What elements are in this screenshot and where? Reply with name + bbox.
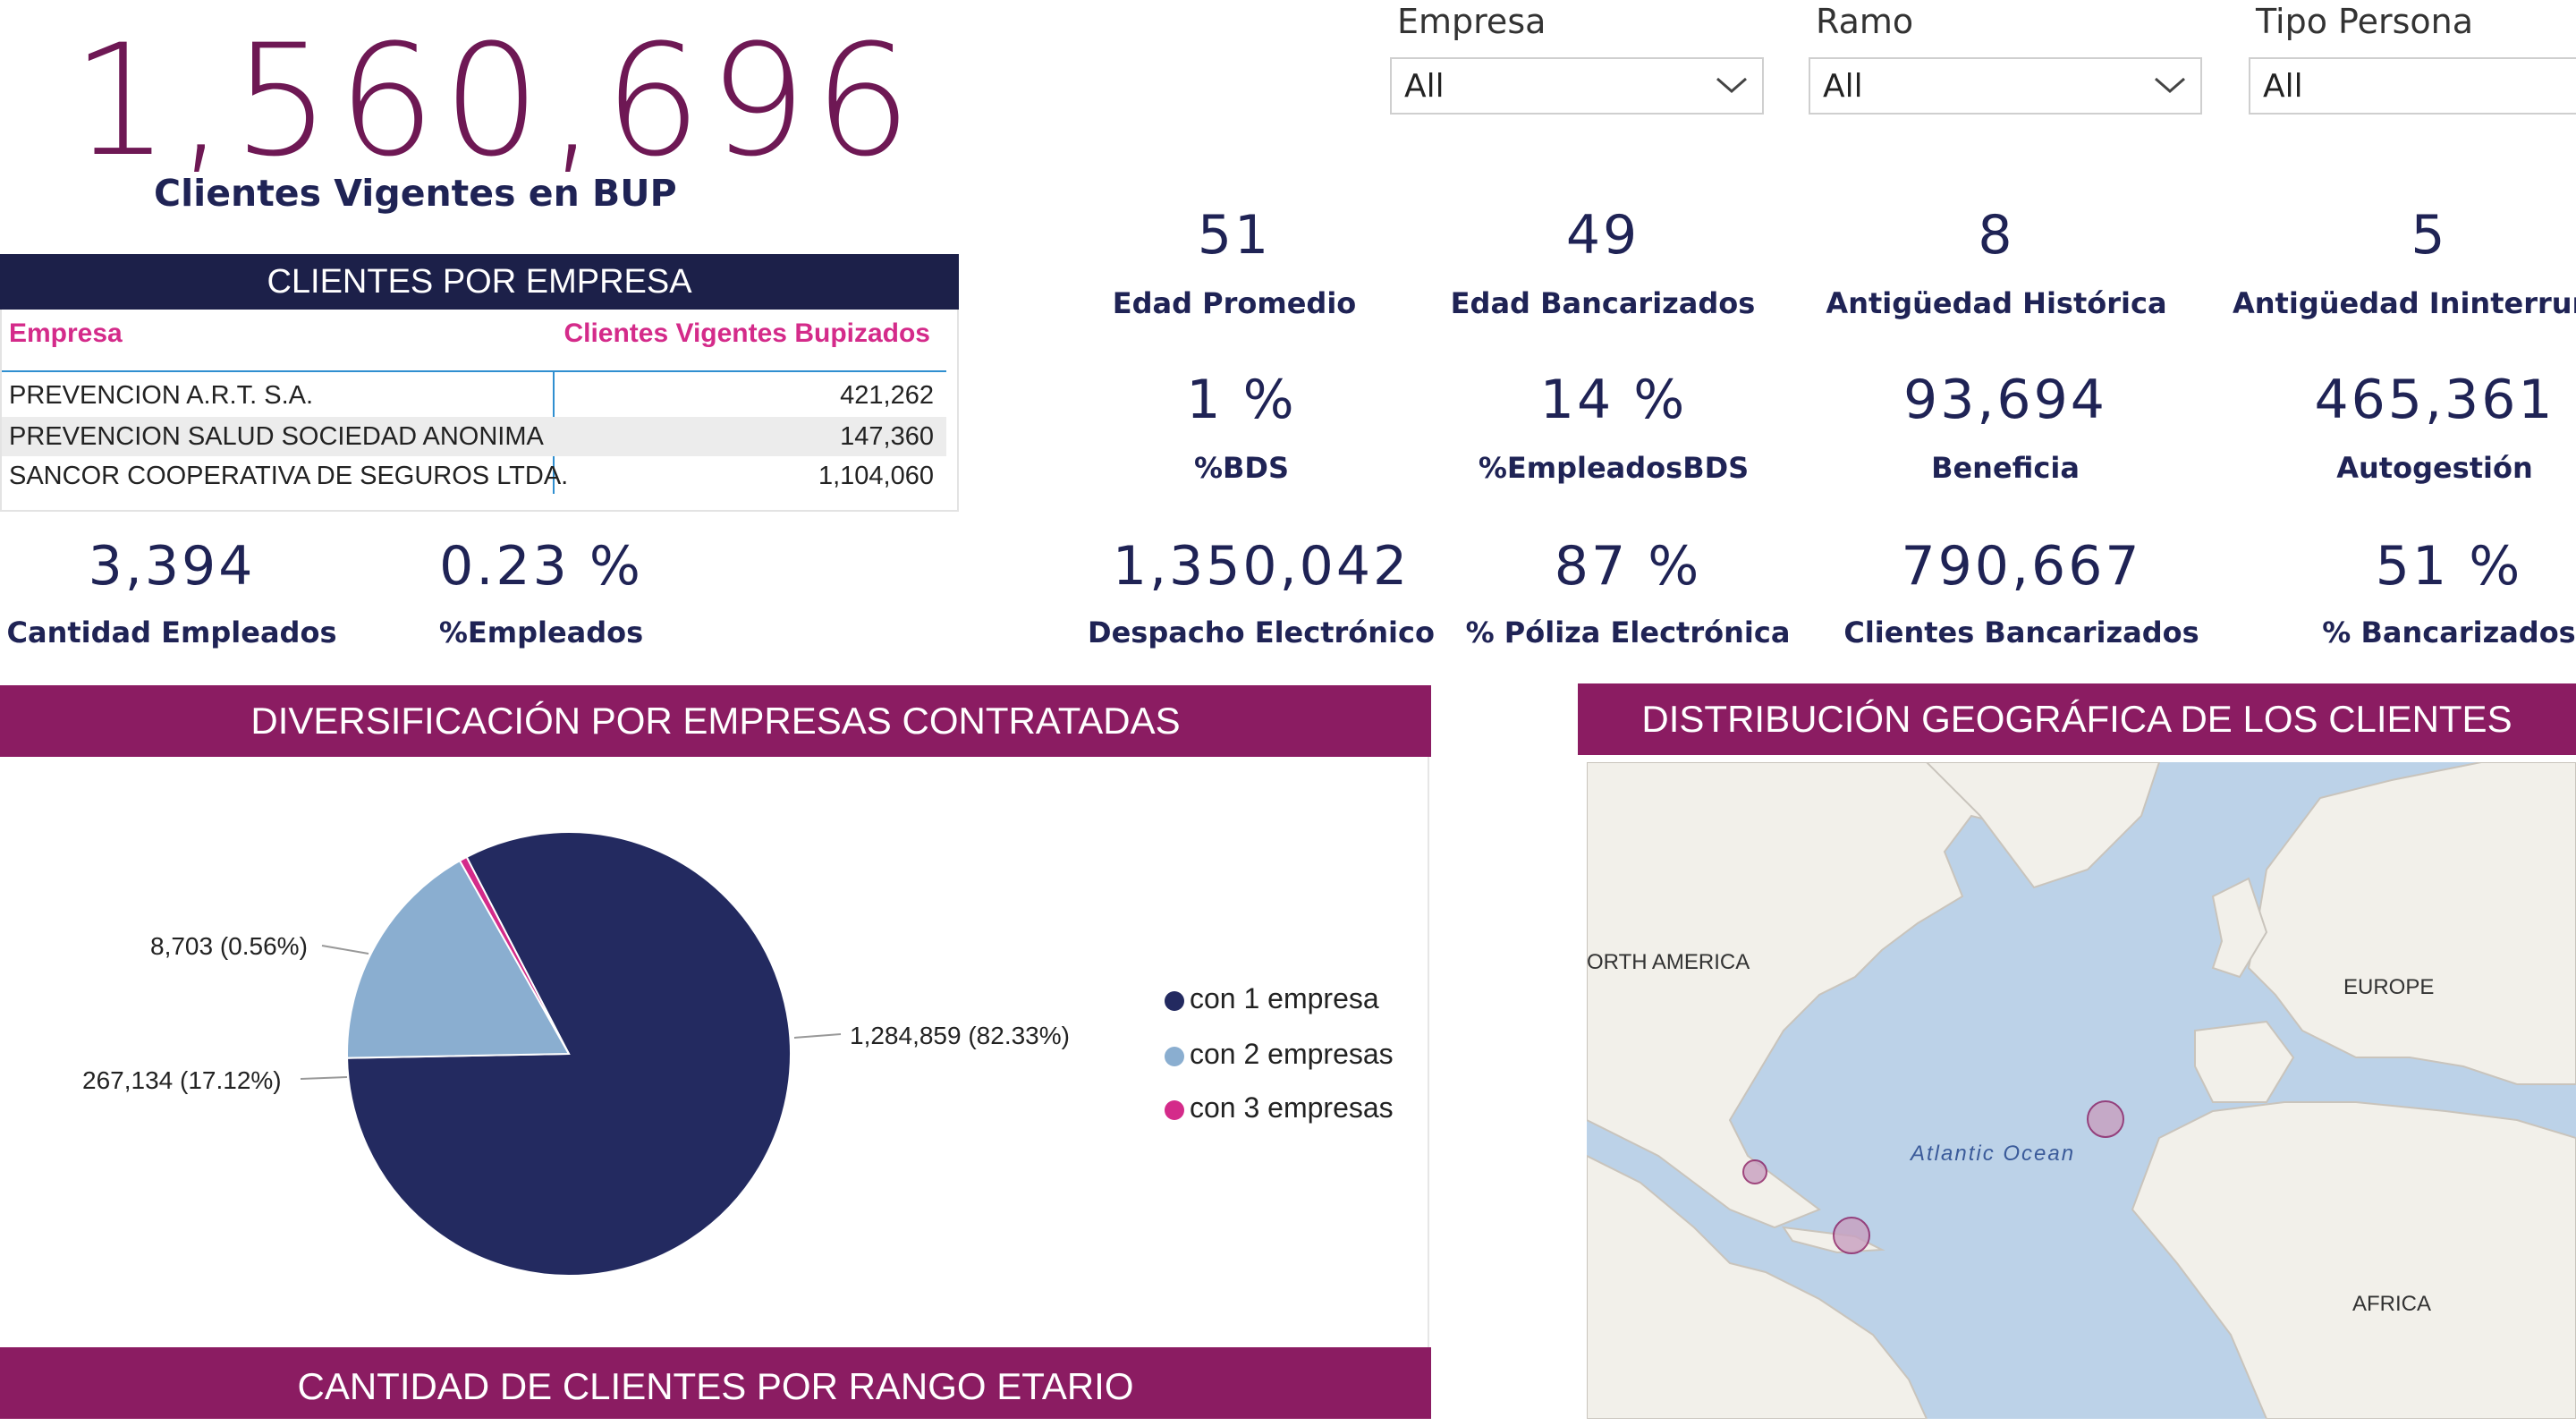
kpi-value: 51 — [1197, 204, 1272, 267]
filter-empresa-dropdown[interactable]: All — [1390, 57, 1764, 115]
filter-tipo-persona-dropdown[interactable]: All — [2249, 57, 2576, 115]
map-label-atlantic: Atlantic Ocean — [1911, 1142, 2076, 1166]
pie-leader-line — [300, 1076, 348, 1080]
chevron-down-icon — [1716, 77, 1747, 93]
row-clients: 147,360 — [840, 422, 934, 451]
filter-empresa-label: Empresa — [1397, 2, 1546, 41]
filter-tipo-persona-label: Tipo Persona — [2256, 2, 2474, 41]
legend-label: con 2 empresas — [1190, 1038, 1394, 1070]
filter-ramo-dropdown[interactable]: All — [1809, 57, 2202, 115]
clients-table-title: CLIENTES POR EMPRESA — [0, 254, 959, 310]
kpi-value: 8 — [1978, 204, 2015, 267]
row-company: SANCOR COOPERATIVA DE SEGUROS LTDA. — [9, 462, 569, 490]
kpi-label: %EmpleadosBDS — [1478, 451, 1750, 485]
pie-chart — [300, 831, 842, 1277]
kpi-label: Antigüedad Ininterrump — [2233, 286, 2576, 320]
kpi-label: % Bancarizados — [2322, 615, 2576, 649]
legend-item[interactable]: con 3 empresas — [1165, 1091, 1394, 1125]
kpi-label: Edad Promedio — [1112, 286, 1357, 320]
kpi-value: 3,394 — [88, 535, 256, 598]
legend-dot — [1165, 1099, 1184, 1120]
filter-ramo-label: Ramo — [1816, 2, 1914, 41]
kpi-value: 790,667 — [1901, 535, 2142, 598]
kpi-label: Autogestión — [2336, 451, 2533, 485]
col-header-clients[interactable]: Clientes Vigentes Bupizados — [564, 318, 930, 348]
kpi-value: 1,350,042 — [1112, 535, 1411, 598]
pie-data-label: 267,134 (17.12%) — [82, 1066, 282, 1094]
kpi-value: 93,694 — [1903, 369, 2107, 431]
pie-slice[interactable] — [346, 859, 571, 1059]
kpi-value: 0.23 % — [439, 535, 643, 598]
kpi-value: 5 — [2411, 204, 2448, 267]
filter-tipo-persona-value: All — [2263, 68, 2303, 105]
chevron-down-icon — [2155, 77, 2185, 93]
total-clients-value: 1,560,696 — [72, 11, 919, 191]
map-graphic — [1587, 762, 2576, 1419]
legend-item[interactable]: con 2 empresas — [1165, 1038, 1394, 1071]
pie-section-title: DIVERSIFICACIÓN POR EMPRESAS CONTRATADAS — [0, 685, 1431, 757]
map-label-north-america: ORTH AMERICA — [1587, 950, 1750, 974]
legend-item[interactable]: con 1 empresa — [1165, 982, 1379, 1015]
pie-data-label: 8,703 (0.56%) — [150, 932, 308, 960]
kpi-value: 1 % — [1186, 369, 1297, 431]
total-clients-label: Clientes Vigentes en BUP — [154, 172, 677, 215]
kpi-label: Despacho Electrónico — [1088, 615, 1435, 649]
col-header-company[interactable]: Empresa — [9, 318, 123, 348]
header-underline — [2, 370, 946, 372]
table-row[interactable]: PREVENCION SALUD SOCIEDAD ANONIMA 147,36… — [2, 417, 946, 456]
age-range-section-title: CANTIDAD DE CLIENTES POR RANGO ETARIO — [0, 1347, 1431, 1419]
filter-ramo-value: All — [1823, 68, 1863, 105]
kpi-label: %BDS — [1193, 451, 1290, 485]
row-company: PREVENCION A.R.T. S.A. — [9, 381, 314, 410]
kpi-value: 87 % — [1554, 535, 1702, 598]
map-section-title: DISTRIBUCIÓN GEOGRÁFICA DE LOS CLIENTES — [1578, 683, 2576, 755]
legend-label: con 1 empresa — [1190, 982, 1379, 1014]
pie-panel-border — [1428, 757, 1429, 1347]
kpi-label: %Empleados — [438, 615, 644, 649]
map-label-africa: AFRICA — [2352, 1292, 2432, 1316]
kpi-label: Beneficia — [1931, 451, 2080, 485]
filter-empresa-value: All — [1404, 68, 1445, 105]
kpi-label: Cantidad Empleados — [6, 615, 337, 649]
pie-data-label: 1,284,859 (82.33%) — [850, 1022, 1070, 1049]
geo-map[interactable]: ORTH AMERICA EUROPE Atlantic Ocean AFRIC… — [1587, 762, 2576, 1419]
kpi-value: 465,361 — [2314, 369, 2555, 431]
legend-label: con 3 empresas — [1190, 1091, 1394, 1124]
legend-dot — [1165, 1046, 1184, 1066]
legend-dot — [1165, 990, 1184, 1011]
pie-leader-line — [793, 1033, 842, 1039]
kpi-label: Edad Bancarizados — [1450, 286, 1756, 320]
pie-slice[interactable] — [458, 855, 570, 1055]
kpi-value: 14 % — [1539, 369, 1688, 431]
kpi-value: 49 — [1565, 204, 1640, 267]
clients-table: Empresa Clientes Vigentes Bupizados PREV… — [0, 310, 959, 512]
kpi-value: 51 % — [2375, 535, 2523, 598]
kpi-label: Antigüedad Histórica — [1826, 286, 2167, 320]
pie-leader-line — [321, 945, 369, 955]
row-clients: 421,262 — [840, 381, 934, 410]
kpi-label: Clientes Bancarizados — [1843, 615, 2199, 649]
table-row[interactable]: SANCOR COOPERATIVA DE SEGUROS LTDA. 1,10… — [2, 456, 946, 496]
table-row[interactable]: PREVENCION A.R.T. S.A. 421,262 — [2, 376, 946, 415]
kpi-label: % Póliza Electrónica — [1465, 615, 1791, 649]
row-company: PREVENCION SALUD SOCIEDAD ANONIMA — [9, 422, 544, 451]
row-clients: 1,104,060 — [818, 462, 934, 490]
map-label-europe: EUROPE — [2343, 975, 2435, 999]
